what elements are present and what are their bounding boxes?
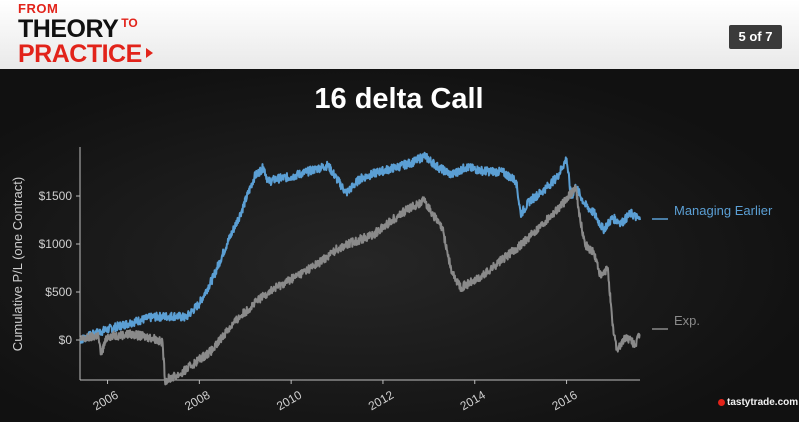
logo-to: TO [121,16,138,30]
cherry-icon [718,399,725,406]
logo-practice: PRACTICE [18,40,142,68]
tastytrade-brand: tastytrade.com [718,397,798,408]
y-tick-label: $1000 [39,237,73,251]
slide-counter[interactable]: 5 of 7 [729,25,782,49]
y-tick-label: $500 [45,285,72,299]
series-line-exp [79,184,641,386]
legend-label: Exp. [674,313,700,328]
x-tick-label: 2008 [182,388,212,414]
logo: FROM THEORY TO PRACTICE [18,2,153,67]
x-tick-label: 2014 [458,388,488,414]
x-tick-label: 2006 [90,388,120,414]
play-arrow-icon [145,48,153,58]
series-line-managing-earlier [79,151,641,344]
x-tick-label: 2012 [366,388,396,414]
legend-label: Managing Earlier [674,203,773,218]
header: FROM THEORY TO PRACTICE 5 of 7 [0,0,799,69]
y-tick-label: $1500 [39,189,73,203]
x-tick-label: 2016 [549,388,579,414]
y-tick-label: $0 [59,333,73,347]
y-axis-label: Cumulative P/L (one Contract) [10,177,25,351]
x-tick-label: 2010 [274,388,304,414]
brand-text: tastytrade.com [727,397,799,408]
chart-title: 16 delta Call [314,83,483,115]
logo-theory: THEORY [18,15,119,43]
logo-from: FROM [18,1,59,16]
chart-area [0,69,799,422]
